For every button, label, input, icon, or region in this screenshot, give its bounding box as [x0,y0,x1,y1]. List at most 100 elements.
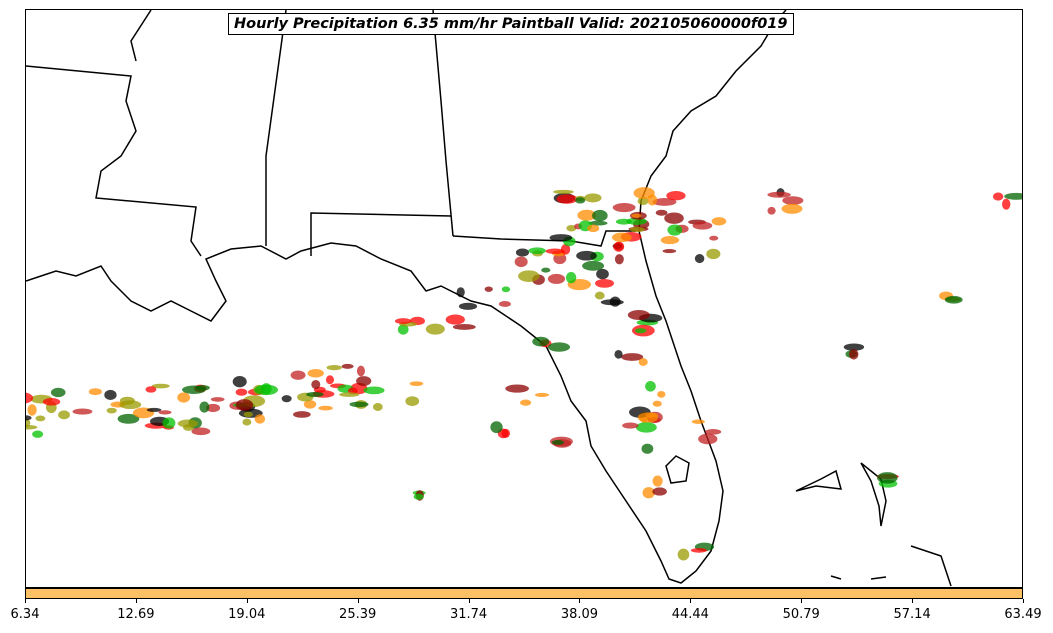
precip-paintball [626,217,648,225]
lake-okeechobee [665,455,690,484]
colorbar-tick [912,599,914,603]
colorbar-tick [25,599,26,603]
precip-paintball [363,386,385,395]
colorbar-tick [801,599,803,603]
precip-paintball [577,209,596,221]
precip-paintball [698,433,718,445]
precip-paintball [692,221,713,230]
precip-paintball [293,411,311,418]
precip-paintball [146,407,162,412]
precip-paintball [341,363,354,369]
precip-paintball [413,493,424,500]
precip-paintball [26,415,32,421]
precip-paintball [629,226,645,233]
precip-paintball [325,375,335,385]
precip-paintball [613,241,625,252]
precip-paintball [349,401,369,408]
precip-paintball [709,235,719,241]
precip-paintball [119,400,142,410]
precip-paintball [106,407,117,414]
precip-paintball [556,194,578,204]
precip-paintball [35,415,46,422]
precip-paintball [549,234,573,242]
precip-paintball [638,358,648,366]
precip-paintball [767,206,776,215]
precip-paintball [694,254,705,264]
colorbar-tick-label: 38.09 [560,607,599,622]
precip-paintball [394,318,412,325]
precip-paintball [691,419,705,424]
precip-paintball [303,399,317,409]
precip-paintball [614,350,623,359]
precip-paintball [195,385,210,391]
precip-paintball [612,202,636,213]
precip-paintball [318,405,333,411]
precip-paintball [290,370,306,380]
precip-paintball [706,248,721,260]
precip-paintball [1004,192,1022,200]
state-line-al-ga [432,10,454,237]
precip-paintball [458,302,478,310]
precip-paintball [532,336,550,347]
precip-paintball [177,419,199,428]
colorbar-tick-label: 25.39 [339,607,377,622]
precip-paintball [158,410,172,415]
precip-paintball [584,193,602,203]
precip-paintball [992,192,1004,201]
precip-paintball [372,402,383,411]
precip-paintball [1002,198,1011,210]
precip-paintball [647,194,658,206]
colorbar-tick-label: 44.44 [671,607,709,622]
precip-paintball [667,224,683,236]
precip-paintball [405,396,420,407]
precip-paintball [622,422,639,429]
precip-paintball [501,286,511,293]
precip-paintball [242,418,252,426]
precip-paintball [281,395,292,403]
precip-paintball [620,353,644,361]
state-line-fl-al [310,212,452,256]
gulf-coastline [26,10,787,584]
precip-paintball [565,271,577,284]
precip-paintball [627,310,650,320]
precip-paintball [652,487,667,496]
precip-paintball [611,232,632,243]
precip-paintball [409,381,424,387]
precip-paintball [642,487,655,499]
colorbar [25,588,1023,599]
precip-paintball [588,220,608,226]
precip-paintball [326,364,342,371]
precip-paintball [595,278,615,288]
precip-paintball [547,342,571,352]
precip-paintball [490,421,503,434]
precip-paintball [177,392,191,403]
colorbar-tick [135,599,137,603]
bahamas [795,462,952,587]
precip-paintball [690,548,708,553]
precip-paintball [541,267,551,273]
precip-paintball [677,548,690,561]
precip-paintball [587,224,600,233]
precip-paintball [311,379,321,389]
precip-paintball [645,380,656,392]
state-line-fl-ga [452,230,636,247]
precip-paintball [637,197,649,206]
precip-paintball [576,250,597,261]
colorbar-tick-label: 50.79 [782,607,820,622]
precip-paintball [452,324,476,330]
colorbar-tick [1023,599,1024,603]
coastlines-and-borders [26,10,952,587]
colorbar-tick-label: 12.69 [117,607,155,622]
precip-paintball [26,392,34,404]
precip-paintball [27,404,37,416]
precip-paintball [877,472,898,484]
precip-paintball [162,417,176,429]
precip-paintball [254,414,266,424]
precip-paintball [307,369,324,378]
precip-paintball [528,247,546,255]
precip-paintball [596,268,609,280]
precip-paintball [235,399,254,411]
precip-paintball [652,475,663,487]
precip-paintball [655,209,668,216]
precip-paintball [944,295,963,304]
